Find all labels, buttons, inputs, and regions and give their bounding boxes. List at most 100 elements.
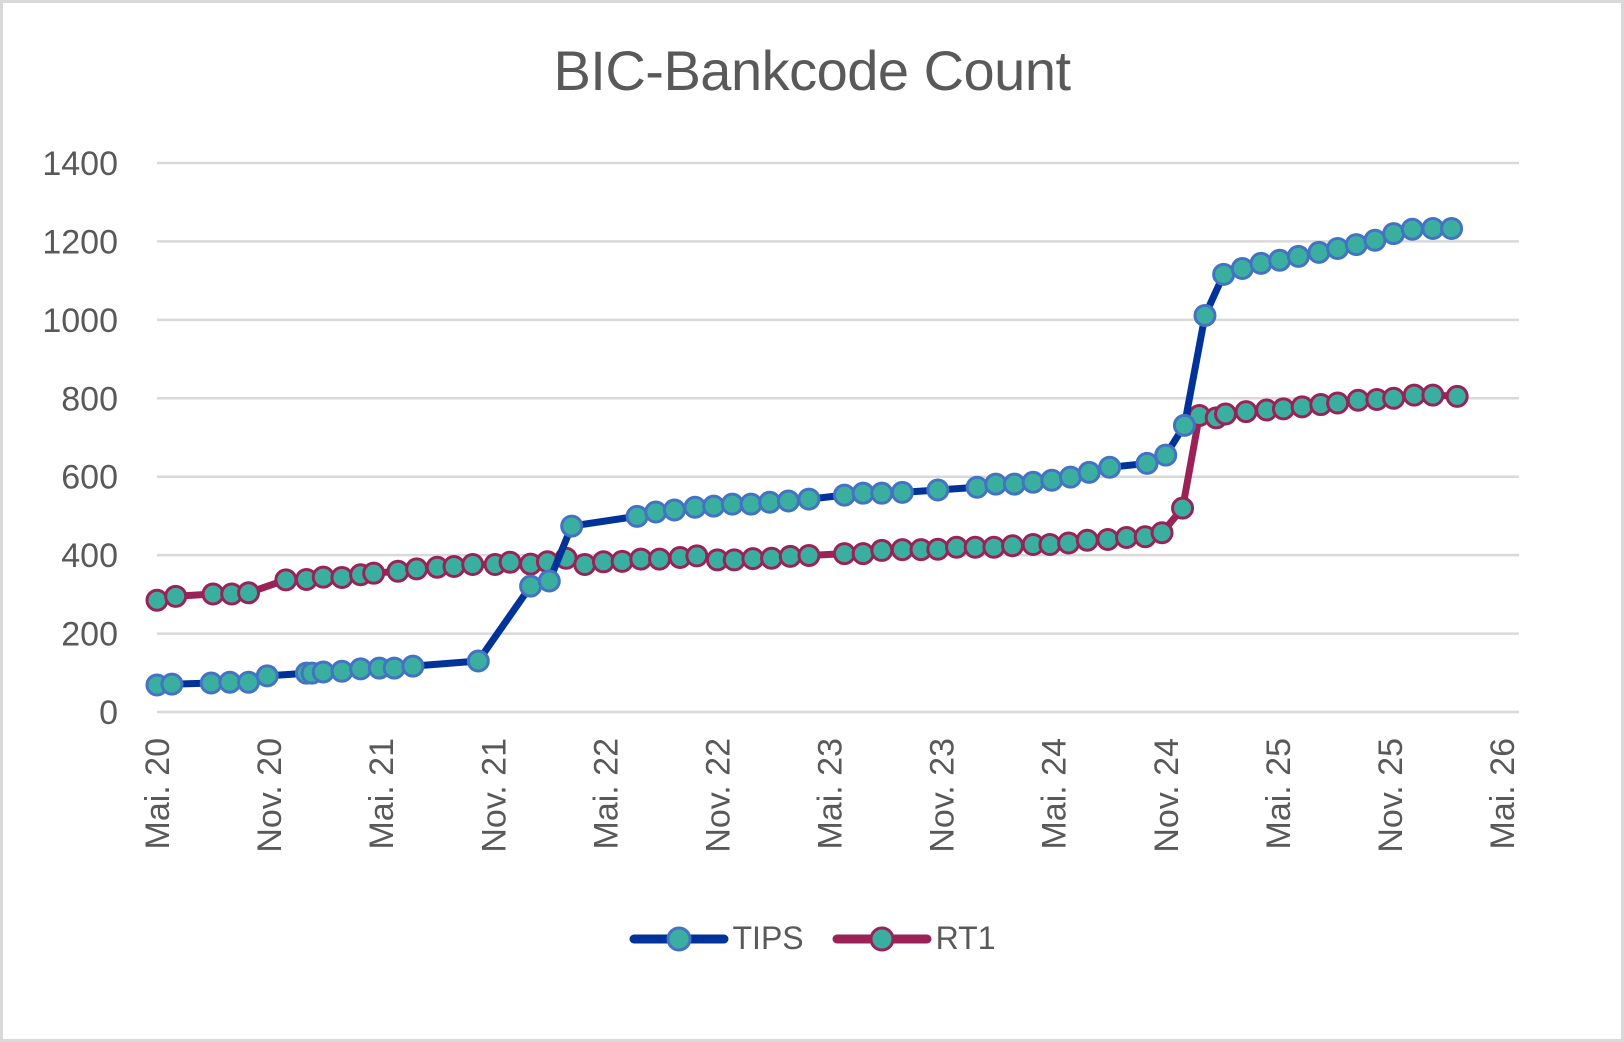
- data-point-marker[interactable]: [1098, 455, 1122, 479]
- data-point-marker[interactable]: [778, 544, 802, 568]
- data-point-marker[interactable]: [573, 553, 597, 577]
- data-point-marker[interactable]: [442, 555, 466, 579]
- data-point-marker[interactable]: [1021, 470, 1045, 494]
- data-point-marker[interactable]: [1040, 468, 1064, 492]
- data-point-marker[interactable]: [1421, 216, 1445, 240]
- data-point-marker[interactable]: [537, 569, 561, 593]
- data-point-marker[interactable]: [648, 547, 672, 571]
- data-point-marker[interactable]: [362, 561, 386, 585]
- data-point-marker[interactable]: [1290, 395, 1314, 419]
- data-point-marker[interactable]: [498, 550, 522, 574]
- data-point-marker[interactable]: [982, 535, 1006, 559]
- data-point-marker[interactable]: [1002, 472, 1026, 496]
- data-point-marker[interactable]: [741, 547, 765, 571]
- data-point-marker[interactable]: [832, 483, 856, 507]
- data-point-marker[interactable]: [965, 475, 989, 499]
- data-point-marker[interactable]: [851, 542, 875, 566]
- data-point-marker[interactable]: [1363, 228, 1387, 252]
- data-point-marker[interactable]: [1193, 304, 1217, 328]
- data-point-marker[interactable]: [1249, 251, 1273, 275]
- data-point-marker[interactable]: [870, 481, 894, 505]
- data-point-marker[interactable]: [797, 487, 821, 511]
- data-point-marker[interactable]: [160, 672, 184, 696]
- data-point-marker[interactable]: [739, 492, 763, 516]
- legend-item-tips[interactable]: TIPS: [629, 920, 804, 957]
- data-point-marker[interactable]: [702, 494, 726, 518]
- data-point-marker[interactable]: [560, 514, 584, 538]
- data-point-marker[interactable]: [1286, 244, 1310, 268]
- data-point-marker[interactable]: [926, 537, 950, 561]
- data-point-marker[interactable]: [164, 584, 188, 608]
- data-point-marker[interactable]: [218, 670, 242, 694]
- data-point-marker[interactable]: [1150, 521, 1174, 545]
- data-point-marker[interactable]: [629, 547, 653, 571]
- data-point-marker[interactable]: [890, 480, 914, 504]
- data-point-marker[interactable]: [926, 478, 950, 502]
- data-point-marker[interactable]: [461, 553, 485, 577]
- data-point-marker[interactable]: [1001, 534, 1025, 558]
- data-point-marker[interactable]: [1171, 496, 1195, 520]
- data-point-marker[interactable]: [1382, 386, 1406, 410]
- data-point-marker[interactable]: [237, 581, 261, 605]
- data-point-marker[interactable]: [760, 546, 784, 570]
- data-point-marker[interactable]: [720, 492, 744, 516]
- data-point-marker[interactable]: [1038, 533, 1062, 557]
- data-point-marker[interactable]: [625, 504, 649, 528]
- data-point-marker[interactable]: [963, 535, 987, 559]
- data-point-marker[interactable]: [145, 588, 169, 612]
- data-point-marker[interactable]: [1271, 397, 1295, 421]
- data-point-marker[interactable]: [890, 538, 914, 562]
- data-point-marker[interactable]: [685, 544, 709, 568]
- data-point-marker[interactable]: [1214, 402, 1238, 426]
- data-point-marker[interactable]: [1057, 531, 1081, 555]
- data-point-marker[interactable]: [401, 654, 425, 678]
- data-point-marker[interactable]: [1154, 443, 1178, 467]
- data-point-marker[interactable]: [610, 549, 634, 573]
- data-point-marker[interactable]: [1058, 465, 1082, 489]
- data-point-marker[interactable]: [1382, 222, 1406, 246]
- data-point-marker[interactable]: [311, 660, 335, 684]
- data-point-marker[interactable]: [1307, 240, 1331, 264]
- data-point-marker[interactable]: [1344, 233, 1368, 257]
- data-point-marker[interactable]: [984, 472, 1008, 496]
- data-point-marker[interactable]: [1402, 383, 1426, 407]
- data-point-marker[interactable]: [722, 548, 746, 572]
- data-point-marker[interactable]: [1440, 216, 1464, 240]
- data-point-marker[interactable]: [201, 582, 225, 606]
- data-point-marker[interactable]: [311, 565, 335, 589]
- data-point-marker[interactable]: [776, 489, 800, 513]
- data-point-marker[interactable]: [1234, 400, 1258, 424]
- data-point-marker[interactable]: [945, 535, 969, 559]
- data-point-marker[interactable]: [1346, 388, 1370, 412]
- data-point-marker[interactable]: [330, 565, 354, 589]
- data-point-marker[interactable]: [1077, 460, 1101, 484]
- data-point-marker[interactable]: [330, 659, 354, 683]
- data-point-marker[interactable]: [1445, 384, 1469, 408]
- data-point-marker[interactable]: [1075, 528, 1099, 552]
- data-point-marker[interactable]: [870, 538, 894, 562]
- data-point-marker[interactable]: [1115, 525, 1139, 549]
- data-point-marker[interactable]: [683, 495, 707, 519]
- legend-item-rt1[interactable]: RT1: [832, 920, 996, 957]
- data-point-marker[interactable]: [274, 568, 298, 592]
- data-point-marker[interactable]: [1400, 217, 1424, 241]
- data-point-marker[interactable]: [349, 657, 373, 681]
- data-point-marker[interactable]: [199, 671, 223, 695]
- data-point-marker[interactable]: [237, 670, 261, 694]
- data-point-marker[interactable]: [1172, 413, 1196, 437]
- data-point-marker[interactable]: [851, 481, 875, 505]
- data-point-marker[interactable]: [405, 557, 429, 581]
- data-point-marker[interactable]: [644, 500, 668, 524]
- data-point-marker[interactable]: [591, 550, 615, 574]
- data-point-marker[interactable]: [1326, 391, 1350, 415]
- data-point-marker[interactable]: [832, 542, 856, 566]
- data-point-marker[interactable]: [382, 656, 406, 680]
- data-point-marker[interactable]: [1268, 248, 1292, 272]
- data-point-marker[interactable]: [758, 490, 782, 514]
- data-point-marker[interactable]: [255, 664, 279, 688]
- data-point-marker[interactable]: [1096, 527, 1120, 551]
- data-point-marker[interactable]: [386, 559, 410, 583]
- data-point-marker[interactable]: [1230, 256, 1254, 280]
- data-point-marker[interactable]: [1135, 451, 1159, 475]
- data-point-marker[interactable]: [797, 544, 821, 568]
